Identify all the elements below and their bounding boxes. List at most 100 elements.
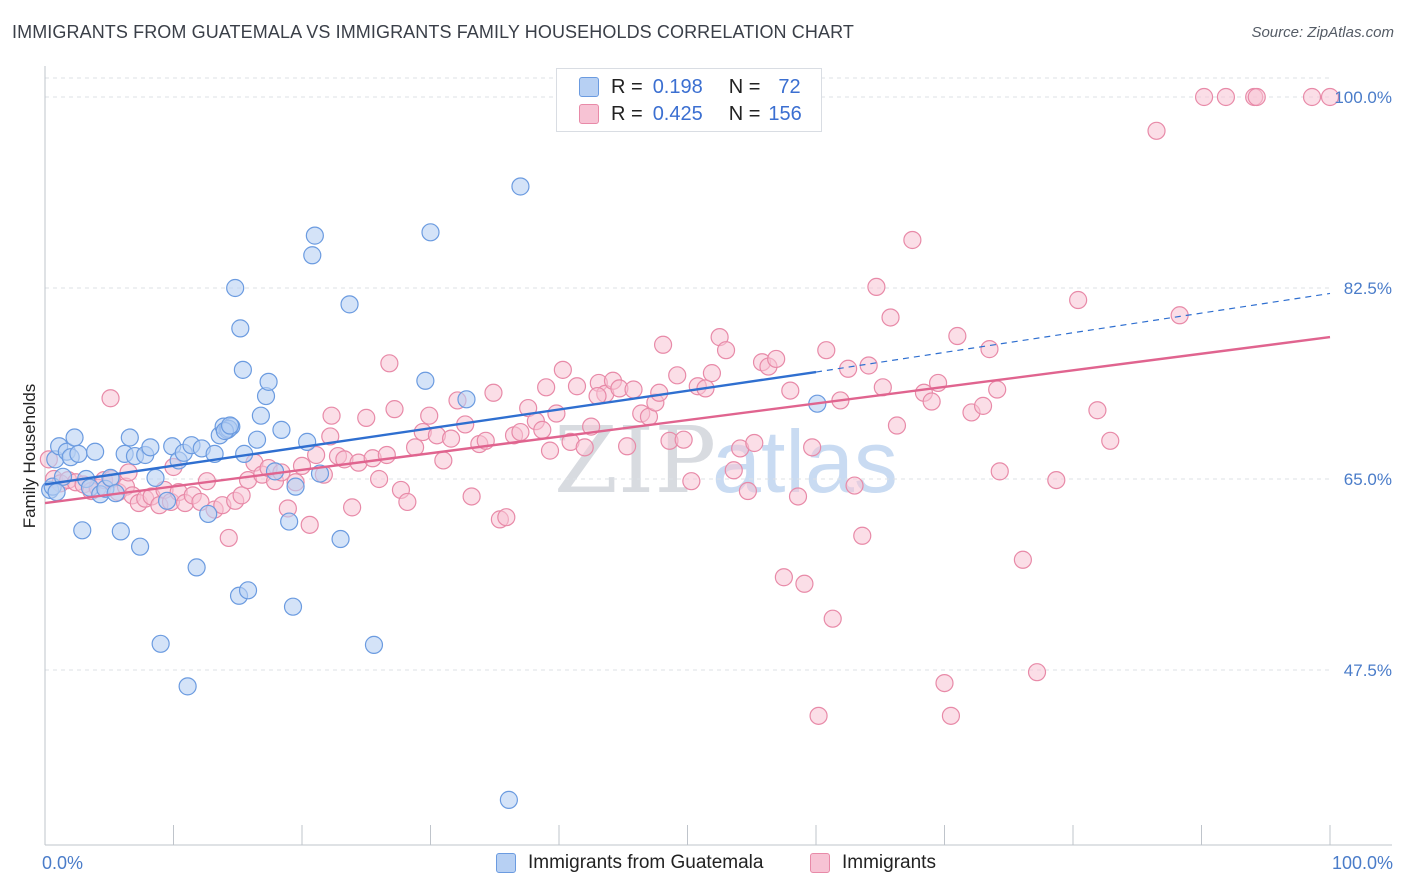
- data-point-immigrants: [380, 354, 399, 373]
- data-point-immigrants: [1047, 470, 1066, 490]
- data-point-guatemala: [120, 428, 139, 447]
- data-point-guatemala: [251, 406, 270, 425]
- data-point-immigrants: [1170, 306, 1189, 325]
- data-point-immigrants: [823, 609, 842, 628]
- legend-n-value: 72: [778, 75, 801, 98]
- data-point-immigrants: [1147, 121, 1166, 140]
- data-point-guatemala: [259, 372, 278, 391]
- data-point-immigrants: [511, 422, 530, 442]
- data-point-guatemala: [69, 444, 88, 463]
- legend-r-label: R =: [611, 102, 643, 125]
- data-point-guatemala: [272, 420, 291, 439]
- legend-item-guatemala: Immigrants from Guatemala: [496, 852, 763, 874]
- data-point-immigrants: [1194, 87, 1214, 107]
- data-point-immigrants: [1013, 550, 1032, 569]
- data-point-guatemala: [220, 416, 240, 435]
- watermark-zip: ZIP: [554, 407, 716, 514]
- x-tick-label: 100.0%: [1332, 853, 1393, 873]
- data-point-immigrants: [219, 528, 238, 548]
- legend-r-label: R =: [611, 75, 643, 98]
- legend-swatch-pink: [579, 104, 599, 124]
- data-point-immigrants: [232, 486, 251, 505]
- data-point-immigrants: [343, 498, 362, 517]
- data-point-immigrants: [1027, 663, 1047, 682]
- legend-swatch-blue: [496, 853, 516, 873]
- y-tick-label: 65.0%: [1344, 470, 1392, 489]
- data-point-immigrants: [853, 526, 872, 545]
- data-point-immigrants: [1216, 87, 1236, 107]
- data-point-guatemala: [101, 468, 120, 488]
- data-point-guatemala: [340, 295, 359, 314]
- data-point-immigrants: [903, 230, 922, 250]
- data-point-immigrants: [988, 380, 1007, 399]
- y-tick-label: 100.0%: [1334, 88, 1392, 107]
- data-point-immigrants: [1320, 87, 1340, 107]
- trend-line-guatemala-extension: [815, 292, 1331, 373]
- data-point-immigrants: [668, 366, 687, 385]
- data-point-guatemala: [283, 597, 303, 616]
- data-point-guatemala: [199, 504, 218, 524]
- trend-line-guatemala: [44, 370, 817, 486]
- data-point-immigrants: [948, 326, 967, 346]
- data-point-guatemala: [305, 226, 324, 245]
- data-point-immigrants: [385, 400, 404, 419]
- data-point-immigrants: [420, 406, 439, 425]
- data-point-immigrants: [533, 420, 552, 439]
- data-point-immigrants: [941, 706, 961, 725]
- data-point-guatemala: [457, 390, 476, 409]
- legend-n-value: 156: [768, 102, 802, 125]
- data-point-guatemala: [73, 521, 92, 540]
- data-point-guatemala: [141, 438, 160, 457]
- data-point-immigrants: [1101, 431, 1120, 450]
- source-label: Source: ZipAtlas.com: [1251, 24, 1394, 41]
- data-point-immigrants: [1302, 87, 1322, 107]
- data-point-immigrants: [292, 456, 312, 476]
- series-guatemala: [41, 177, 827, 809]
- y-tick-label: 47.5%: [1344, 661, 1392, 680]
- data-point-guatemala: [238, 581, 258, 600]
- data-point-immigrants: [682, 472, 701, 491]
- data-point-guatemala: [286, 477, 305, 496]
- data-point-guatemala: [310, 464, 330, 483]
- legend-r-value: 0.425: [652, 102, 703, 125]
- legend-item-label: Immigrants from Guatemala: [528, 852, 764, 873]
- data-point-immigrants: [674, 430, 693, 449]
- data-point-immigrants: [1247, 87, 1266, 107]
- data-point-guatemala: [416, 371, 435, 390]
- tick-labels: 100.0% 82.5% 65.0% 47.5% 0.0% 100.0%: [42, 88, 1393, 873]
- data-point-immigrants: [980, 340, 999, 359]
- data-point-immigrants: [973, 396, 993, 415]
- data-point-guatemala: [178, 677, 197, 696]
- data-point-immigrants: [887, 416, 907, 435]
- data-point-guatemala: [65, 428, 84, 447]
- data-point-immigrants: [101, 389, 120, 408]
- legend-item-label: Immigrants: [842, 852, 936, 873]
- legend-n-label: N =: [728, 102, 761, 125]
- data-point-guatemala: [303, 246, 322, 265]
- data-point-immigrants: [540, 441, 560, 460]
- data-point-guatemala: [146, 468, 165, 488]
- data-point-immigrants: [795, 574, 814, 593]
- y-axis-label: Family Households: [20, 384, 39, 529]
- data-point-guatemala: [364, 635, 384, 654]
- data-point-guatemala: [233, 360, 252, 379]
- data-point-guatemala: [47, 482, 66, 502]
- data-point-immigrants: [702, 364, 722, 383]
- data-point-immigrants: [1069, 290, 1088, 310]
- data-point-immigrants: [867, 277, 886, 297]
- data-point-immigrants: [322, 406, 341, 425]
- data-point-guatemala: [226, 278, 245, 298]
- data-point-guatemala: [280, 512, 299, 531]
- legend-row-guatemala: R = 0.198 N = 72: [579, 74, 801, 100]
- data-point-immigrants: [881, 308, 900, 327]
- stats-legend: R = 0.198 N = 72 R = 0.425 N = 156: [556, 68, 822, 132]
- data-point-immigrants: [441, 429, 461, 448]
- data-point-immigrants: [321, 427, 340, 446]
- data-point-immigrants: [716, 341, 736, 360]
- data-point-immigrants: [990, 462, 1009, 481]
- trend-line-immigrants: [44, 335, 1331, 505]
- legend-swatch-blue: [579, 77, 599, 97]
- data-point-immigrants: [547, 404, 566, 423]
- data-point-immigrants: [845, 476, 864, 495]
